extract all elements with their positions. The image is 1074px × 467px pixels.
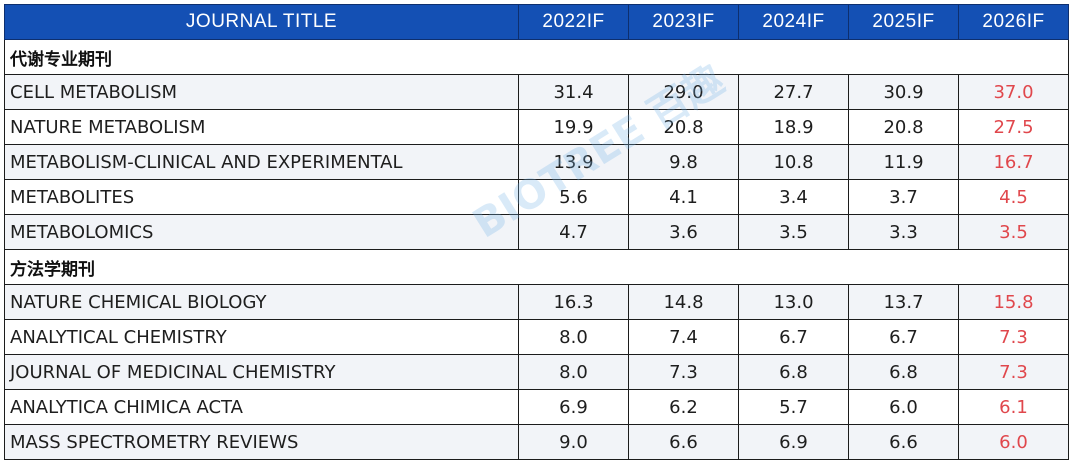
if-value: 11.9 — [848, 144, 959, 180]
if-value: 6.9 — [518, 389, 629, 425]
table-row: METABOLITES 5.6 4.1 3.4 3.7 4.5 — [4, 179, 1069, 215]
if-value: 3.5 — [738, 214, 849, 250]
if-value: 6.8 — [738, 354, 849, 390]
if-value: 3.6 — [628, 214, 739, 250]
journal-name: ANALYTICAL CHEMISTRY — [4, 319, 519, 355]
if-value-2026: 3.5 — [958, 214, 1069, 250]
if-value: 6.8 — [848, 354, 959, 390]
if-value: 3.3 — [848, 214, 959, 250]
table-row: NATURE CHEMICAL BIOLOGY 16.3 14.8 13.0 1… — [4, 284, 1069, 320]
if-value: 6.6 — [848, 424, 959, 460]
if-value: 10.8 — [738, 144, 849, 180]
if-value-2026: 7.3 — [958, 354, 1069, 390]
if-value: 19.9 — [518, 109, 629, 145]
if-value: 3.4 — [738, 179, 849, 215]
header-year-2024: 2024IF — [738, 4, 849, 40]
if-value: 31.4 — [518, 74, 629, 110]
journal-name: METABOLOMICS — [4, 214, 519, 250]
journal-name: NATURE CHEMICAL BIOLOGY — [4, 284, 519, 320]
if-value-2026: 7.3 — [958, 319, 1069, 355]
if-value-2026: 27.5 — [958, 109, 1069, 145]
if-value: 29.0 — [628, 74, 739, 110]
header-row: JOURNAL TITLE 2022IF 2023IF 2024IF 2025I… — [4, 4, 1069, 40]
if-value: 6.7 — [738, 319, 849, 355]
header-year-2023: 2023IF — [628, 4, 739, 40]
if-value: 13.9 — [518, 144, 629, 180]
if-value: 3.7 — [848, 179, 959, 215]
journal-name: CELL METABOLISM — [4, 74, 519, 110]
if-value: 6.6 — [628, 424, 739, 460]
if-value: 7.4 — [628, 319, 739, 355]
if-value: 6.0 — [848, 389, 959, 425]
if-value: 7.3 — [628, 354, 739, 390]
journal-name: ANALYTICA CHIMICA ACTA — [4, 389, 519, 425]
journal-name: JOURNAL OF MEDICINAL CHEMISTRY — [4, 354, 519, 390]
if-value-2026: 16.7 — [958, 144, 1069, 180]
if-value: 6.9 — [738, 424, 849, 460]
journal-name: METABOLITES — [4, 179, 519, 215]
if-value: 14.8 — [628, 284, 739, 320]
if-value: 13.7 — [848, 284, 959, 320]
if-value: 13.0 — [738, 284, 849, 320]
if-value: 4.1 — [628, 179, 739, 215]
if-value: 4.7 — [518, 214, 629, 250]
if-value: 18.9 — [738, 109, 849, 145]
if-value: 8.0 — [518, 354, 629, 390]
if-value: 30.9 — [848, 74, 959, 110]
table-row: METABOLOMICS 4.7 3.6 3.5 3.3 3.5 — [4, 214, 1069, 250]
table-row: MASS SPECTROMETRY REVIEWS 9.0 6.6 6.9 6.… — [4, 424, 1069, 460]
if-value: 27.7 — [738, 74, 849, 110]
section-title: 代谢专业期刊 — [4, 39, 1069, 75]
if-value-2026: 15.8 — [958, 284, 1069, 320]
table-row: JOURNAL OF MEDICINAL CHEMISTRY 8.0 7.3 6… — [4, 354, 1069, 390]
journal-name: NATURE METABOLISM — [4, 109, 519, 145]
impact-factor-table: JOURNAL TITLE 2022IF 2023IF 2024IF 2025I… — [4, 4, 1069, 460]
section-header-metabolism: 代谢专业期刊 — [4, 39, 1069, 75]
if-value-2026: 4.5 — [958, 179, 1069, 215]
table-row: ANALYTICA CHIMICA ACTA 6.9 6.2 5.7 6.0 6… — [4, 389, 1069, 425]
header-year-2025: 2025IF — [848, 4, 959, 40]
section-header-methods: 方法学期刊 — [4, 249, 1069, 285]
journal-name: METABOLISM-CLINICAL AND EXPERIMENTAL — [4, 144, 519, 180]
if-value: 5.7 — [738, 389, 849, 425]
impact-factor-table-container: JOURNAL TITLE 2022IF 2023IF 2024IF 2025I… — [4, 4, 1069, 460]
journal-name: MASS SPECTROMETRY REVIEWS — [4, 424, 519, 460]
header-journal-title: JOURNAL TITLE — [4, 4, 519, 40]
table-row: CELL METABOLISM 31.4 29.0 27.7 30.9 37.0 — [4, 74, 1069, 110]
if-value: 6.2 — [628, 389, 739, 425]
header-year-2026: 2026IF — [958, 4, 1069, 40]
if-value-2026: 6.1 — [958, 389, 1069, 425]
if-value: 6.7 — [848, 319, 959, 355]
if-value: 5.6 — [518, 179, 629, 215]
if-value: 9.0 — [518, 424, 629, 460]
if-value: 20.8 — [628, 109, 739, 145]
table-row: ANALYTICAL CHEMISTRY 8.0 7.4 6.7 6.7 7.3 — [4, 319, 1069, 355]
if-value-2026: 6.0 — [958, 424, 1069, 460]
if-value: 9.8 — [628, 144, 739, 180]
section-title: 方法学期刊 — [4, 249, 1069, 285]
if-value-2026: 37.0 — [958, 74, 1069, 110]
table-row: METABOLISM-CLINICAL AND EXPERIMENTAL 13.… — [4, 144, 1069, 180]
if-value: 20.8 — [848, 109, 959, 145]
if-value: 8.0 — [518, 319, 629, 355]
table-row: NATURE METABOLISM 19.9 20.8 18.9 20.8 27… — [4, 109, 1069, 145]
if-value: 16.3 — [518, 284, 629, 320]
header-year-2022: 2022IF — [518, 4, 629, 40]
